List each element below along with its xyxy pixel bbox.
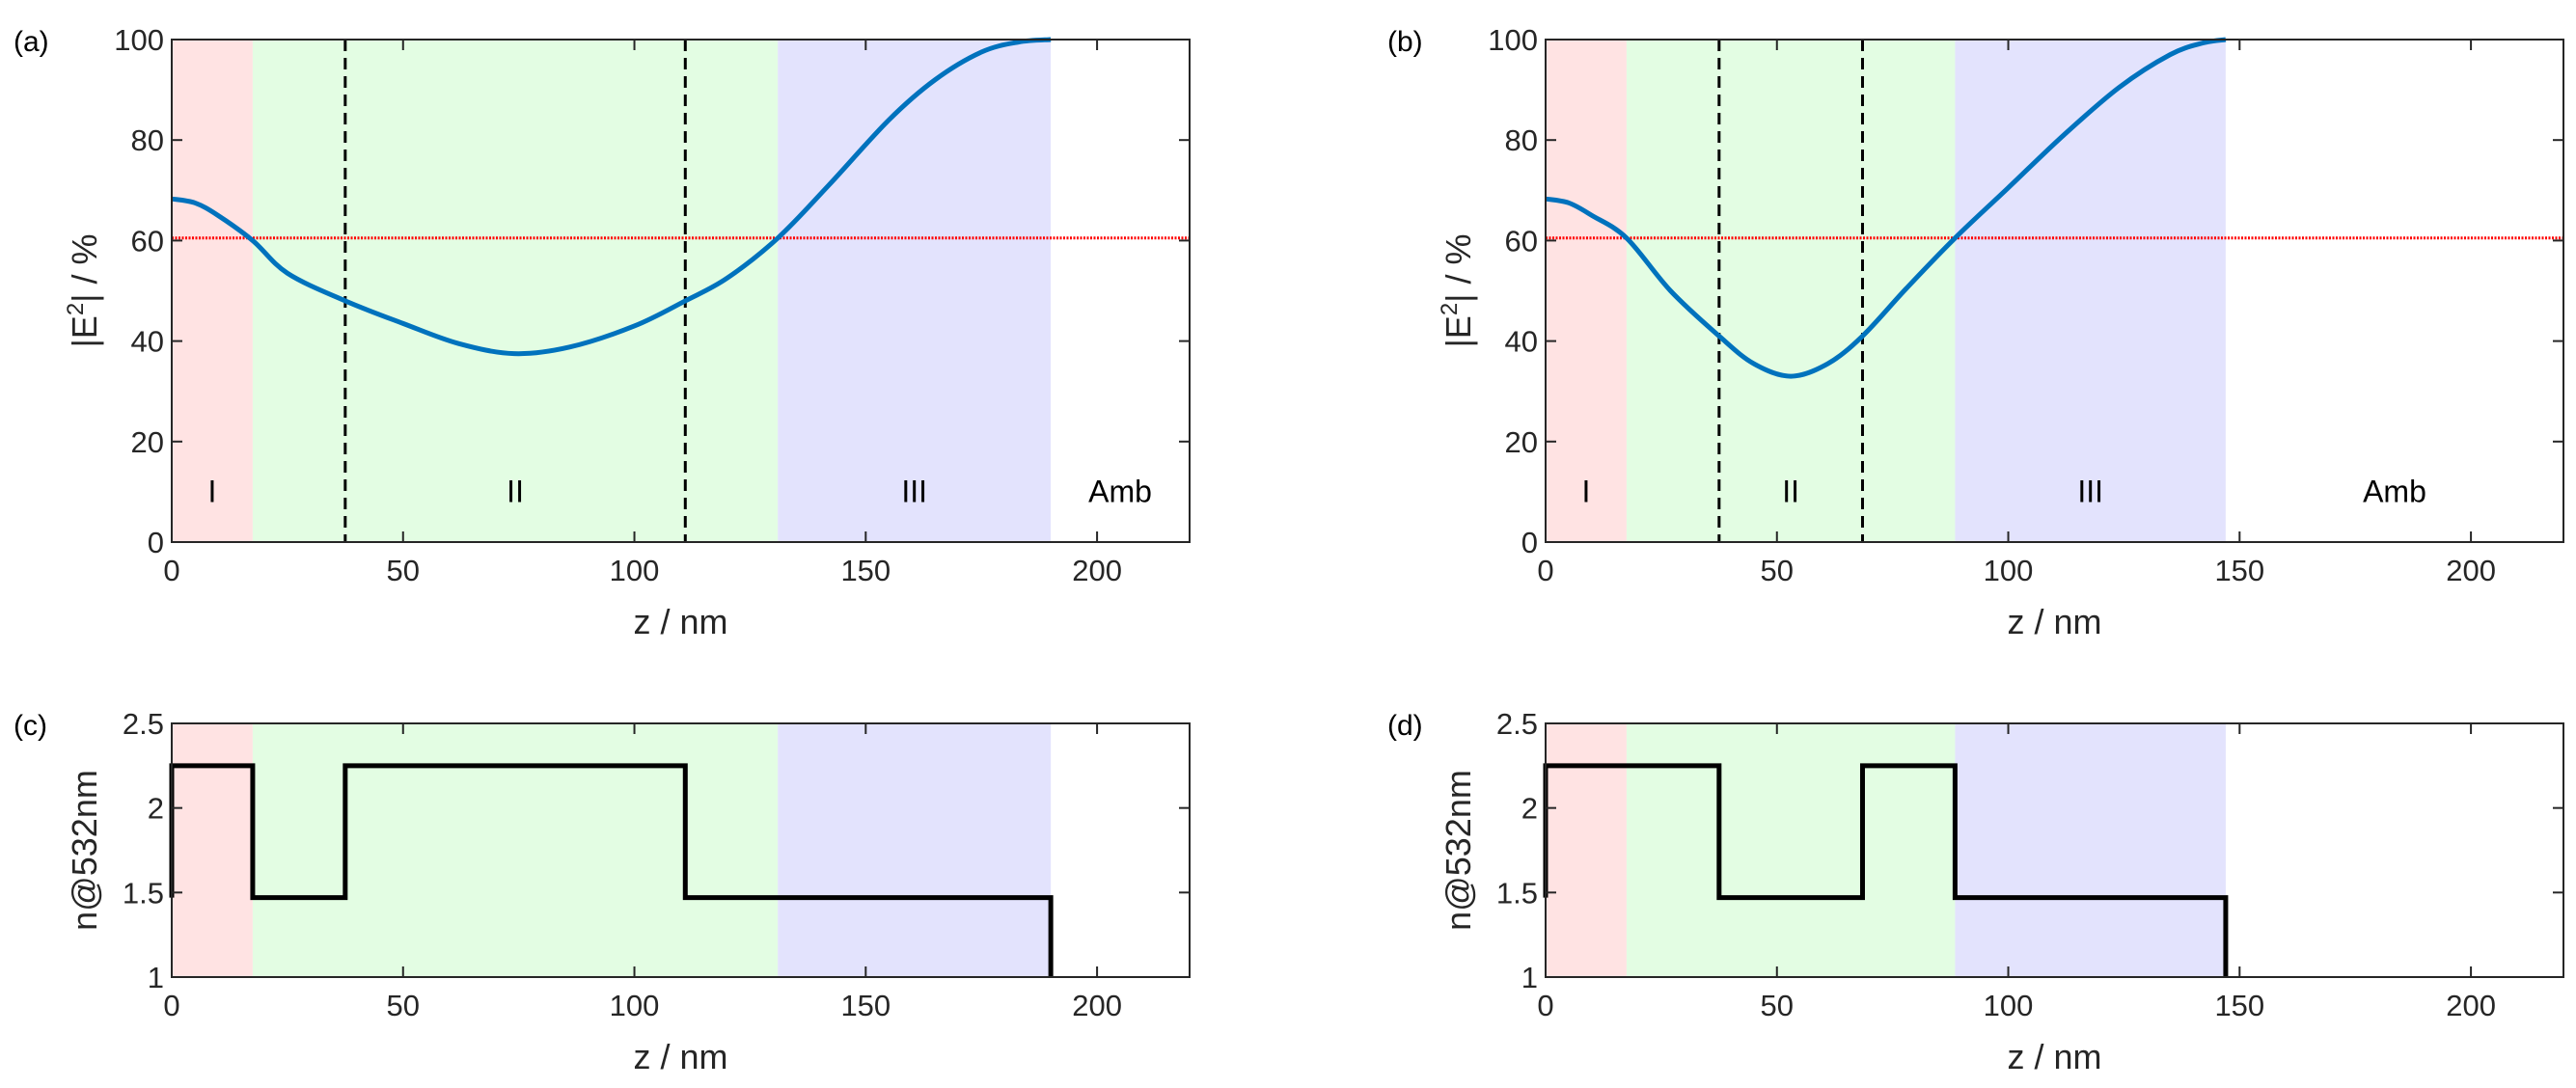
region-band <box>1546 40 1627 542</box>
x-tick-label: 100 <box>610 554 660 587</box>
y-tick-label: 1 <box>1521 961 1538 994</box>
axes-box <box>1545 39 2564 543</box>
x-tick-label: 200 <box>2446 989 2496 1022</box>
region-band <box>172 723 253 977</box>
y-tick-label: 2.5 <box>123 707 164 741</box>
series-line <box>1545 37 2227 379</box>
x-tick-label: 200 <box>1072 554 1122 587</box>
x-tick-label: 100 <box>1984 554 2034 587</box>
region-label: II <box>507 474 524 508</box>
region-band <box>1051 40 1190 542</box>
y-tick-label: 100 <box>1488 23 1538 57</box>
x-tick-label: 0 <box>163 989 179 1022</box>
y-tick-label: 2 <box>148 792 164 826</box>
y-tick-label: 40 <box>131 325 164 359</box>
x-tick-label: 100 <box>610 989 660 1022</box>
x-tick-label: 150 <box>840 989 891 1022</box>
x-tick-label: 50 <box>387 989 420 1022</box>
x-axis-label: z / nm <box>633 1037 727 1076</box>
x-tick-label: 0 <box>1537 554 1553 587</box>
y-tick-label: 60 <box>131 224 164 258</box>
x-tick-label: 100 <box>1984 989 2034 1022</box>
region-band <box>1626 40 1956 542</box>
x-axis-label: z / nm <box>633 602 727 641</box>
x-tick-label: 200 <box>1072 989 1122 1022</box>
panel-label: (b) <box>1387 26 1423 58</box>
y-tick-label: 80 <box>1505 123 1538 157</box>
axes-box <box>171 722 1191 978</box>
region-label: II <box>1782 474 1799 508</box>
y-tick-label: 1.5 <box>1496 876 1538 910</box>
y-tick-label: 2.5 <box>1496 707 1538 741</box>
region-label: I <box>1582 474 1591 508</box>
region-band <box>778 40 1052 542</box>
region-band <box>1955 40 2226 542</box>
region-band <box>1546 723 1627 977</box>
y-tick-label: 20 <box>131 425 164 459</box>
region-label: III <box>2077 474 2103 508</box>
y-tick-label: 60 <box>1505 224 1538 258</box>
series-line <box>1543 763 2229 977</box>
y-tick-label: 20 <box>1505 425 1538 459</box>
x-tick-label: 150 <box>2214 554 2264 587</box>
region-label: III <box>901 474 927 508</box>
x-tick-label: 150 <box>840 554 891 587</box>
y-tick-label: 1.5 <box>123 876 164 910</box>
y-tick-label: 1 <box>148 961 164 994</box>
region-label: I <box>208 474 217 508</box>
axes-box <box>171 39 1191 543</box>
panel-label: (a) <box>14 26 49 58</box>
axes-box <box>1545 722 2564 978</box>
region-band <box>2225 40 2563 542</box>
panel-label: (d) <box>1387 710 1423 742</box>
x-tick-label: 200 <box>2446 554 2496 587</box>
panel-label: (c) <box>14 710 47 742</box>
panel-d: 0 50 100 150 200 1 1.5 2 2.5 z / nm n@532nm (d) <box>1387 707 2564 1076</box>
panel-c: 0 50 100 150 200 1 1.5 2 2.5 z / nm n@532nm (c) <box>14 707 1191 1076</box>
x-tick-label: 0 <box>163 554 179 587</box>
y-tick-label: 0 <box>1521 526 1538 559</box>
region-band <box>778 723 1052 977</box>
x-axis-label: z / nm <box>2007 602 2101 641</box>
region-band <box>252 40 779 542</box>
region-band <box>1626 723 1956 977</box>
y-tick-label: 40 <box>1505 325 1538 359</box>
x-tick-label: 50 <box>1761 989 1794 1022</box>
y-axis-label: n@532nm <box>65 770 104 931</box>
y-tick-label: 0 <box>148 526 164 559</box>
region-label: Amb <box>1088 474 1152 508</box>
y-tick-label: 80 <box>131 123 164 157</box>
y-axis-label: n@532nm <box>1439 770 1478 931</box>
y-tick-label: 100 <box>114 23 164 57</box>
x-tick-label: 50 <box>1761 554 1794 587</box>
y-axis-label: |E2| / % <box>1437 233 1478 347</box>
y-tick-label: 2 <box>1521 792 1538 826</box>
region-band <box>252 723 779 977</box>
region-band <box>1955 723 2226 977</box>
x-tick-label: 150 <box>2214 989 2264 1022</box>
y-axis-label: |E2| / % <box>63 233 104 347</box>
x-tick-label: 0 <box>1537 989 1553 1022</box>
x-axis-label: z / nm <box>2007 1037 2101 1076</box>
series-line <box>171 37 1052 357</box>
region-band <box>172 40 253 542</box>
x-tick-label: 50 <box>387 554 420 587</box>
series-line <box>169 763 1054 977</box>
region-label: Amb <box>2363 474 2426 508</box>
